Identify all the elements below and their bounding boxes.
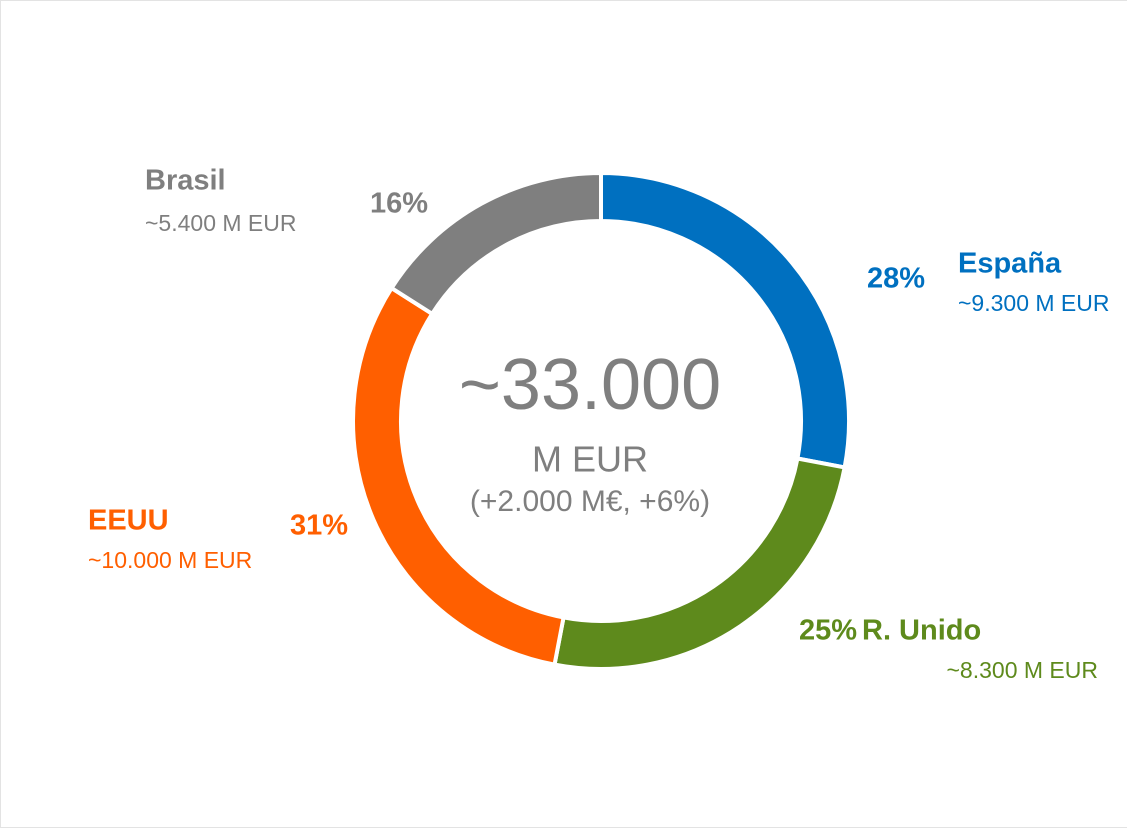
value-label: 25% (799, 615, 857, 647)
center-change: (+2.000 M€, +6%) (470, 485, 710, 518)
category-label: R. Unido (862, 615, 981, 647)
amount-label: ~10.000 M EUR (88, 547, 252, 573)
value-label: 16% (370, 188, 428, 220)
amount-label: ~5.400 M EUR (145, 210, 297, 236)
category-label: EEUU (88, 505, 169, 537)
amount-label: ~8.300 M EUR (947, 657, 1099, 683)
category-label: España (958, 248, 1062, 280)
center-total: ~33.000 (459, 345, 721, 425)
value-label: 28% (867, 263, 925, 295)
donut-segment (388, 170, 603, 317)
category-label: Brasil (145, 165, 226, 197)
center-unit: M EUR (532, 439, 648, 480)
amount-label: ~9.300 M EUR (958, 290, 1110, 316)
value-label: 31% (290, 510, 348, 542)
